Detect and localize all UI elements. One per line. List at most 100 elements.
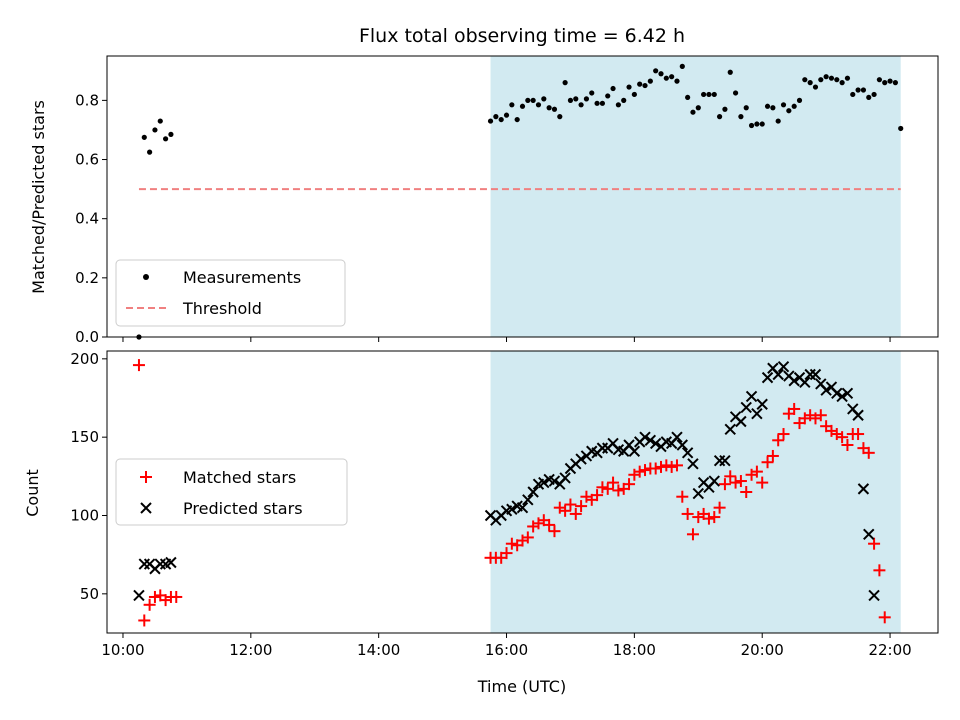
measurement-point — [748, 122, 755, 129]
measurement-point — [701, 91, 707, 98]
matched-stars-point — [772, 434, 785, 447]
matched-stars-point — [639, 464, 652, 477]
matched-stars-point — [756, 476, 769, 489]
legend-measurements-marker — [143, 274, 149, 280]
matched-stars-point — [814, 409, 827, 422]
predicted-stars-point — [628, 445, 641, 457]
predicted-stars-point — [724, 423, 736, 436]
measurement-point — [882, 80, 888, 86]
measurement-point — [738, 114, 744, 120]
predicted-stars-point — [708, 475, 720, 487]
measurement-point — [844, 75, 851, 81]
measurement-point — [653, 68, 659, 74]
predicted-stars-point — [735, 415, 747, 428]
measurement-point — [647, 78, 653, 84]
matched-stars-point — [633, 465, 646, 478]
measurement-point — [621, 97, 627, 103]
bottom-legend: Matched stars Predicted stars — [115, 458, 348, 526]
predicted-stars-point — [548, 475, 561, 487]
measurement-point — [834, 77, 840, 83]
top-panel-frame — [106, 55, 939, 338]
legend-matched-label: Matched stars — [183, 468, 296, 487]
measurement-point — [562, 80, 568, 86]
top-panel-ylabel: Matched/Predicted stars — [29, 100, 48, 294]
predicted-stars-point — [745, 390, 758, 403]
measurement-point — [850, 91, 856, 98]
matched-stars-point — [543, 518, 556, 531]
x-tick-label: 16:00 — [485, 641, 528, 659]
predicted-stars-point — [516, 501, 529, 514]
measurement-point — [669, 74, 675, 80]
predicted-stars-point — [836, 390, 848, 403]
measurement-point — [525, 97, 531, 103]
x-tick-label: 10:00 — [101, 641, 144, 659]
matched-stars-point — [665, 460, 678, 473]
predicted-stars-point — [777, 360, 790, 373]
measurement-point — [892, 80, 898, 86]
x-tick-label: 14:00 — [357, 641, 400, 659]
predicted-stars-point — [575, 453, 587, 465]
matched-stars-point — [676, 490, 689, 503]
measurement-point — [674, 78, 680, 84]
predicted-stars-point — [649, 437, 662, 450]
measurement-point — [157, 118, 163, 124]
measurement-point — [743, 105, 749, 111]
legend-measurements-label: Measurements — [183, 268, 301, 287]
measurement-point — [871, 91, 877, 98]
measurement-point — [828, 75, 835, 81]
matched-stars-point — [718, 478, 731, 491]
measurement-point — [605, 93, 611, 99]
matched-stars-point — [138, 614, 151, 627]
predicted-stars-point — [761, 371, 774, 384]
measurement-point — [786, 108, 792, 114]
bottom-panel-frame — [106, 350, 939, 634]
x-axis-label: Time (UTC) — [477, 677, 566, 696]
measurement-point — [839, 80, 845, 86]
measurement-point — [626, 84, 632, 90]
matched-stars-point — [548, 525, 561, 538]
y-tick-label: 50 — [80, 585, 99, 603]
y-tick-label: 0.6 — [75, 151, 99, 169]
measurement-point — [754, 121, 760, 127]
y-tick-label: 0.4 — [75, 210, 99, 228]
predicted-stars-point — [756, 398, 768, 410]
legend-matched-marker — [140, 471, 152, 483]
matched-stars-point — [761, 456, 774, 469]
matched-stars-point — [686, 528, 699, 541]
measurement-point — [812, 84, 819, 90]
matched-stars-point — [660, 459, 673, 472]
matched-stars-point — [649, 462, 662, 475]
predicted-stars-point — [133, 589, 145, 602]
measurement-point — [162, 136, 169, 142]
matched-stars-point — [740, 486, 753, 498]
matched-stars-point — [559, 504, 572, 517]
measurement-point — [631, 91, 637, 98]
y-tick-label: 100 — [70, 507, 99, 525]
matched-stars-point — [713, 501, 726, 514]
predicted-stars-point — [506, 503, 518, 515]
measurement-point — [610, 85, 616, 92]
measurement-point — [791, 103, 797, 109]
measurement-point — [722, 106, 728, 112]
legend-predicted-label: Predicted stars — [183, 499, 303, 518]
matched-stars-point — [132, 359, 145, 372]
top-panel-span — [490, 56, 901, 337]
y-tick-label: 150 — [70, 428, 99, 446]
measurement-point — [509, 102, 515, 108]
chart-title: Flux total observing time = 6.42 h — [359, 25, 685, 47]
predicted-stars-point — [165, 556, 177, 569]
measurement-point — [887, 78, 893, 84]
measurement-point — [487, 118, 494, 124]
top-panel: 0.00.20.40.60.8 Matched/Predicted stars … — [29, 55, 939, 346]
measurement-point — [514, 116, 520, 123]
measurement-point — [147, 149, 153, 155]
measurement-point — [583, 96, 590, 102]
predicted-stars-point — [772, 368, 784, 381]
measurement-point — [727, 69, 733, 75]
measurement-point — [855, 87, 861, 93]
matched-stars-point — [734, 475, 747, 488]
measurement-point — [519, 103, 526, 109]
measurement-point — [796, 97, 803, 103]
measurement-point — [589, 90, 595, 96]
matched-stars-point — [591, 489, 604, 502]
